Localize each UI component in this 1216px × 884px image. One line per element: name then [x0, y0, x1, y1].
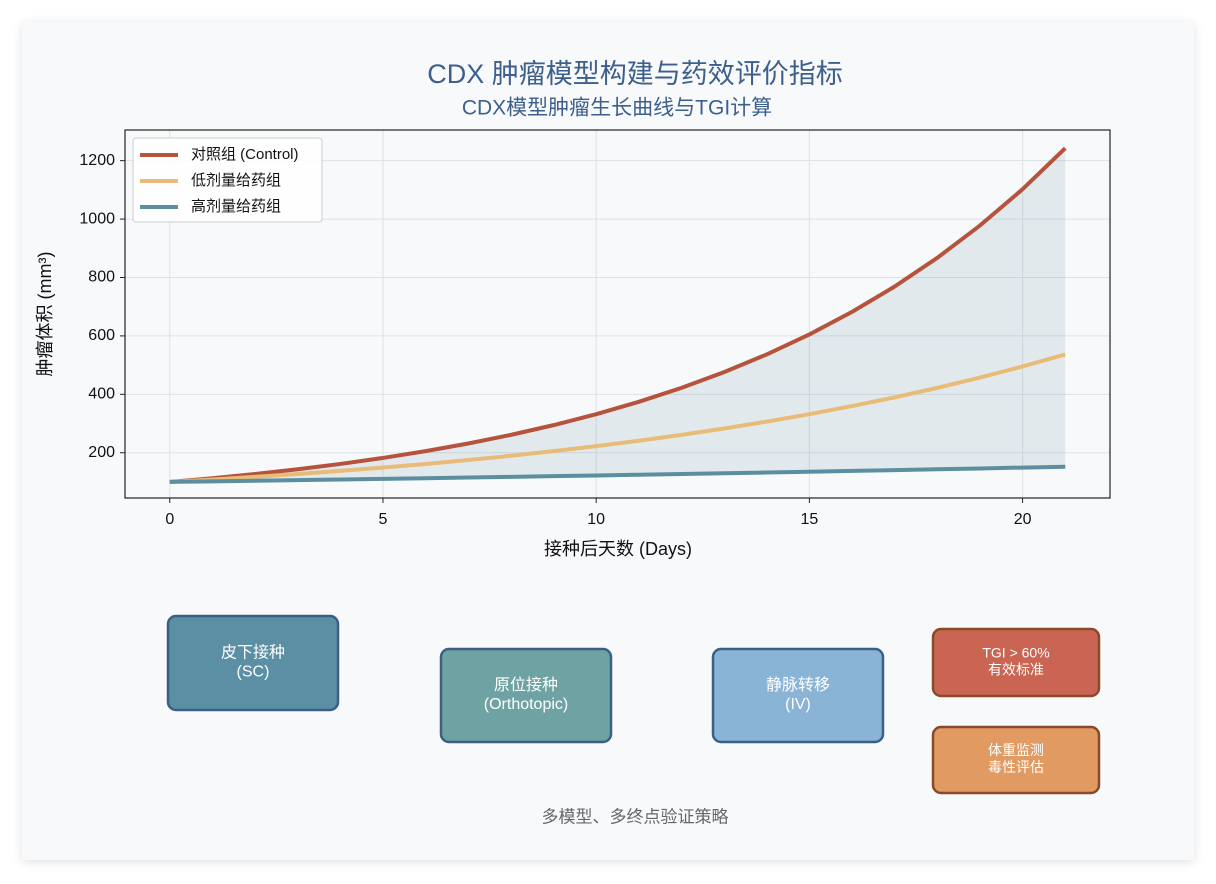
- diagram-node: [166, 614, 340, 712]
- diagram-node: [439, 647, 613, 744]
- tgi-area: [169, 148, 1066, 482]
- node-label: 有效标准: [988, 662, 1044, 678]
- y-tick-label: 400: [88, 386, 115, 403]
- node-label: 体重监测: [988, 742, 1044, 758]
- chart-subtitle: CDX模型肿瘤生长曲线与TGI计算: [462, 97, 772, 120]
- chart-title: CDX 肿瘤模型构建与药效评价指标: [427, 59, 843, 89]
- diagram-node: [711, 647, 885, 744]
- node-label: (Orthotopic): [484, 696, 568, 713]
- diagram-caption: 多模型、多终点验证策略: [542, 807, 729, 826]
- legend-label: 高剂量给药组: [191, 198, 281, 215]
- legend-box: [132, 137, 323, 223]
- node-label: 皮下接种: [221, 644, 285, 662]
- legend-label: 对照组 (Control): [191, 146, 299, 163]
- diagram-node: [931, 627, 1101, 698]
- node-label: 毒性评估: [988, 759, 1044, 775]
- series-line: [169, 352, 1066, 484]
- node-label: 原位接种: [494, 676, 558, 694]
- node-label: 静脉转移: [766, 676, 830, 694]
- x-tick-label: 15: [800, 511, 818, 528]
- series-line: [169, 146, 1067, 484]
- plot-frame: [124, 129, 1111, 499]
- node-label: (IV): [785, 696, 811, 713]
- y-tick-label: 1000: [79, 210, 115, 227]
- legend-label: 低剂量给药组: [191, 172, 281, 189]
- x-tick-label: 0: [165, 511, 174, 528]
- x-axis-label: 接种后天数 (Days): [544, 539, 692, 559]
- diagram-node: [931, 725, 1101, 795]
- x-tick-label: 20: [1014, 511, 1032, 528]
- x-tick-label: 5: [379, 511, 388, 528]
- y-tick-label: 1200: [79, 152, 115, 169]
- y-axis-label: 肿瘤体积 (mm³): [35, 252, 55, 377]
- y-tick-label: 200: [88, 444, 115, 461]
- y-tick-label: 600: [88, 327, 115, 344]
- series-line: [169, 464, 1066, 484]
- node-label: (SC): [237, 664, 270, 681]
- x-tick-label: 10: [587, 511, 605, 528]
- y-tick-label: 800: [88, 269, 115, 286]
- node-label: TGI > 60%: [982, 645, 1049, 661]
